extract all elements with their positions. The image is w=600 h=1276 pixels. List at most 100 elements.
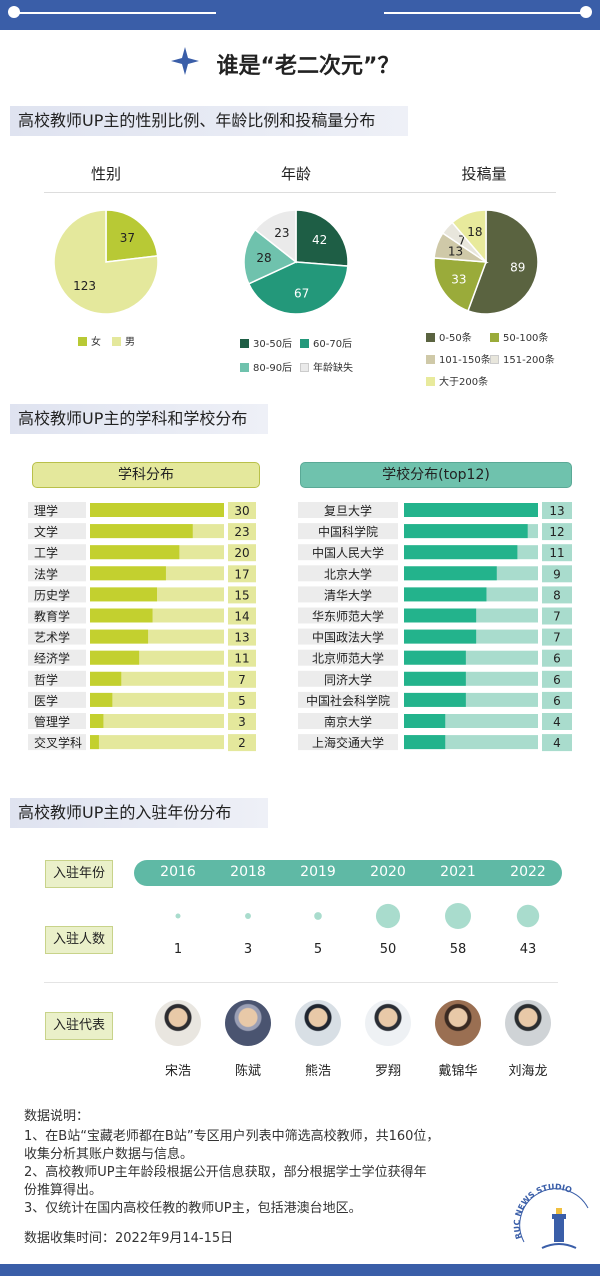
bar-category-label: 清华大学 — [324, 587, 372, 602]
bar-label-bg — [298, 628, 398, 645]
bar-label-bg — [298, 586, 398, 603]
bar-label-bg — [28, 628, 86, 645]
bar-value-label: 17 — [234, 567, 249, 581]
bar-category-label: 法学 — [34, 566, 58, 581]
bar-category-label: 华东师范大学 — [312, 609, 384, 624]
bar-label-bg — [298, 544, 398, 561]
avatar — [295, 1000, 341, 1046]
note-line: 1、在B站“宝藏老师都在B站”专区用户列表中筛选高校教师，共160位， — [24, 1129, 440, 1144]
school-bar-title: 学校分布(top12) — [300, 462, 572, 488]
pie-slice — [105, 209, 159, 263]
pie-slice-value: 18 — [467, 225, 482, 239]
bubble-chart-entry — [175, 903, 540, 929]
note-line: 2、高校教师UP主年龄段根据公开信息获取，部分根据学士学位获得年 — [24, 1165, 427, 1180]
pie-slice-value: 37 — [120, 231, 135, 245]
bubble — [245, 913, 251, 919]
bar — [404, 629, 477, 644]
bar-value-bg — [542, 628, 572, 646]
chart-title-age: 年龄 — [280, 165, 311, 183]
pie-slice-value: 123 — [73, 279, 96, 293]
entry-count-value: 1 — [173, 942, 183, 957]
bar-label-bg — [298, 649, 398, 666]
pie-slice-value: 67 — [294, 287, 309, 301]
legend-item: 151-200条 — [490, 351, 555, 366]
bar-value-label: 6 — [553, 652, 561, 666]
bar-category-label: 中国科学院 — [318, 524, 378, 539]
bar-value-label: 9 — [553, 567, 561, 581]
bar-label-bg — [28, 544, 86, 561]
pie-slice-value: 13 — [448, 244, 463, 258]
year-axis-pill — [134, 860, 562, 886]
section-heading-subject-school: 高校教师UP主的学科和学校分布 — [10, 404, 268, 434]
pie-slice-value: 7 — [458, 234, 466, 248]
bar-label-bg — [298, 523, 398, 540]
bar — [90, 735, 99, 750]
bar-label-bg — [298, 502, 398, 518]
chart-title-gender: 性别 — [90, 165, 121, 183]
bar-value-label: 2 — [238, 736, 246, 750]
bar-value-bg — [542, 502, 572, 519]
pie-slice-value: 23 — [274, 226, 289, 240]
bar — [404, 650, 466, 665]
bar-value-bg — [228, 607, 256, 625]
year-label: 2022 — [510, 864, 546, 880]
avatar — [365, 1000, 411, 1046]
bar-track — [90, 735, 224, 750]
bar-value-label: 4 — [553, 736, 561, 750]
entry-rep-label: 入驻代表 — [45, 1012, 113, 1040]
bar-value-bg — [228, 713, 256, 730]
bar-category-label: 教育学 — [34, 609, 70, 624]
note-line: 3、仅统计在国内高校任教的教师UP主，包括港澳台地区。 — [24, 1201, 362, 1216]
bar — [90, 566, 166, 581]
legend-item: 男 — [112, 333, 135, 348]
legend-item: 60-70后 — [300, 335, 352, 350]
entry-count-value: 43 — [519, 942, 537, 957]
bubble — [314, 912, 322, 920]
bubble — [516, 904, 540, 928]
section-heading-entry-year: 高校教师UP主的入驻年份分布 — [10, 798, 268, 828]
bar — [90, 545, 180, 560]
bar-value-label: 6 — [553, 673, 561, 687]
pie-slice — [451, 209, 487, 265]
bar-value-label: 11 — [234, 652, 249, 666]
bar — [404, 671, 466, 686]
bar-category-label: 同济大学 — [324, 672, 372, 687]
bar — [404, 587, 487, 602]
bar-value-label: 7 — [238, 673, 246, 687]
avatar — [225, 1000, 271, 1046]
bar-label-bg — [28, 502, 86, 518]
bar-category-label: 上海交通大学 — [312, 735, 384, 750]
legend-item: 30-50后 — [240, 335, 292, 350]
bar — [90, 629, 149, 644]
bar-track — [90, 671, 224, 686]
bar-value-bg — [228, 544, 256, 562]
bar-category-label: 交叉学科 — [34, 735, 82, 750]
page-title: 谁是“老二次元”？ — [216, 54, 400, 79]
representative-name: 陈斌 — [234, 1064, 261, 1079]
bar — [90, 650, 140, 665]
bar-category-label: 中国政法大学 — [312, 630, 384, 645]
bar — [90, 714, 104, 728]
bar — [404, 735, 446, 750]
sparkle-icon — [171, 47, 199, 75]
bar-value-label: 13 — [234, 631, 249, 645]
bar-value-bg — [228, 691, 256, 709]
legend-item: 0-50条 — [426, 329, 472, 344]
bubble — [445, 903, 471, 929]
bar-value-label: 15 — [234, 588, 249, 602]
bar-value-label: 11 — [549, 546, 564, 560]
note-line: 份推算得出。 — [24, 1183, 103, 1198]
bar-value-bg — [542, 734, 572, 752]
bar-value-bg — [228, 734, 256, 752]
bar-label-bg — [298, 670, 398, 687]
pie-slice — [467, 209, 539, 315]
bar-category-label: 哲学 — [34, 672, 58, 687]
bar-value-label: 30 — [234, 504, 249, 518]
bar-value-label: 4 — [553, 715, 561, 729]
bar-value-label: 6 — [553, 694, 561, 708]
bar-label-bg — [28, 523, 86, 540]
pie-slice — [433, 257, 488, 312]
